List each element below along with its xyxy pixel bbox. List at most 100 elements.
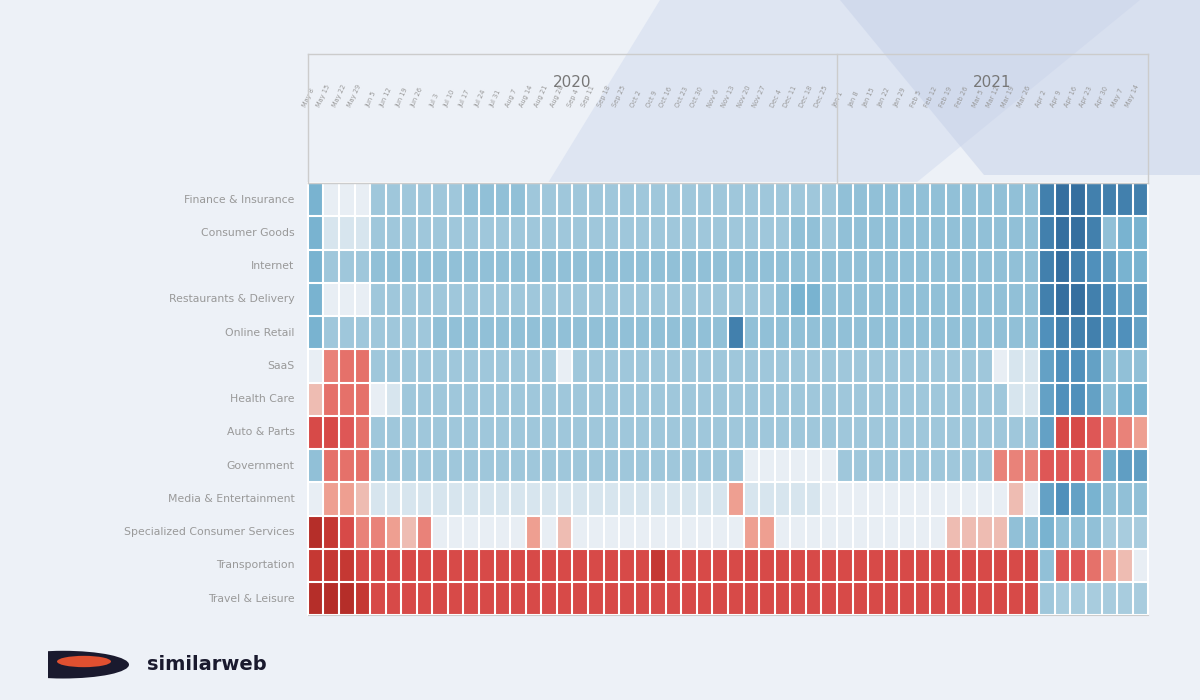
Bar — [869, 217, 883, 249]
Bar — [1072, 383, 1085, 415]
Bar — [838, 582, 852, 615]
Bar — [962, 550, 976, 582]
Bar — [791, 383, 805, 415]
Bar — [418, 516, 431, 548]
Bar — [620, 284, 634, 316]
Bar — [838, 284, 852, 316]
Bar — [775, 516, 790, 548]
Bar — [605, 516, 618, 548]
Bar — [884, 449, 899, 482]
Bar — [433, 516, 446, 548]
Bar — [340, 416, 354, 449]
Bar — [449, 217, 462, 249]
Bar — [418, 416, 431, 449]
Text: Apr 30: Apr 30 — [1094, 85, 1109, 108]
Bar — [1056, 383, 1069, 415]
Text: May 7: May 7 — [1111, 88, 1124, 108]
Bar — [745, 550, 758, 582]
Text: Mar 26: Mar 26 — [1016, 85, 1032, 108]
Bar — [884, 516, 899, 548]
Bar — [760, 483, 774, 515]
Bar — [324, 550, 338, 582]
Bar — [1072, 516, 1085, 548]
Bar — [558, 284, 571, 316]
Text: Apr 2: Apr 2 — [1034, 90, 1048, 108]
Bar — [1103, 416, 1116, 449]
Bar — [308, 416, 323, 449]
Bar — [371, 383, 385, 415]
Text: Nov 13: Nov 13 — [720, 85, 736, 108]
Text: Health Care: Health Care — [230, 394, 294, 404]
Bar — [994, 550, 1007, 582]
Bar — [1056, 217, 1069, 249]
Bar — [1056, 316, 1069, 349]
Bar — [620, 383, 634, 415]
Bar — [324, 416, 338, 449]
Bar — [652, 183, 665, 216]
Bar — [931, 383, 944, 415]
Bar — [605, 416, 618, 449]
Bar — [652, 516, 665, 548]
Bar — [589, 582, 602, 615]
Bar — [1040, 516, 1054, 548]
Bar — [1118, 416, 1132, 449]
Bar — [667, 516, 680, 548]
Bar — [683, 582, 696, 615]
Bar — [1087, 183, 1100, 216]
Bar — [884, 483, 899, 515]
Bar — [714, 183, 727, 216]
Bar — [978, 284, 991, 316]
Bar — [355, 449, 370, 482]
Bar — [947, 183, 960, 216]
Bar — [978, 516, 991, 548]
Bar — [745, 250, 758, 282]
Bar — [308, 383, 323, 415]
Text: Auto & Parts: Auto & Parts — [227, 428, 294, 438]
Bar — [698, 250, 712, 282]
Bar — [1087, 350, 1100, 382]
Bar — [775, 550, 790, 582]
Bar — [355, 217, 370, 249]
Bar — [574, 284, 587, 316]
Bar — [730, 550, 743, 582]
Bar — [589, 217, 602, 249]
Bar — [1072, 449, 1085, 482]
Bar — [698, 483, 712, 515]
Bar — [869, 350, 883, 382]
Bar — [947, 350, 960, 382]
Bar — [1118, 449, 1132, 482]
Bar — [916, 217, 929, 249]
Bar — [698, 284, 712, 316]
Bar — [806, 316, 821, 349]
Bar — [1087, 550, 1100, 582]
Bar — [605, 449, 618, 482]
Bar — [947, 582, 960, 615]
Bar — [589, 316, 602, 349]
Bar — [589, 516, 602, 548]
Bar — [511, 250, 524, 282]
Bar — [1056, 284, 1069, 316]
Bar — [511, 483, 524, 515]
Bar — [542, 582, 556, 615]
Bar — [371, 350, 385, 382]
Bar — [496, 284, 509, 316]
Text: similarweb: similarweb — [148, 655, 266, 674]
Bar — [308, 350, 323, 382]
Bar — [340, 250, 354, 282]
Bar — [340, 483, 354, 515]
Bar — [916, 183, 929, 216]
Bar — [683, 284, 696, 316]
Bar — [1040, 550, 1054, 582]
Bar — [574, 416, 587, 449]
Bar — [791, 316, 805, 349]
Bar — [900, 483, 913, 515]
Circle shape — [0, 651, 130, 678]
Bar — [308, 183, 323, 216]
Bar — [1056, 416, 1069, 449]
Bar — [652, 383, 665, 415]
Bar — [1134, 250, 1147, 282]
Bar — [652, 582, 665, 615]
Bar — [916, 416, 929, 449]
Bar — [558, 383, 571, 415]
Bar — [620, 416, 634, 449]
